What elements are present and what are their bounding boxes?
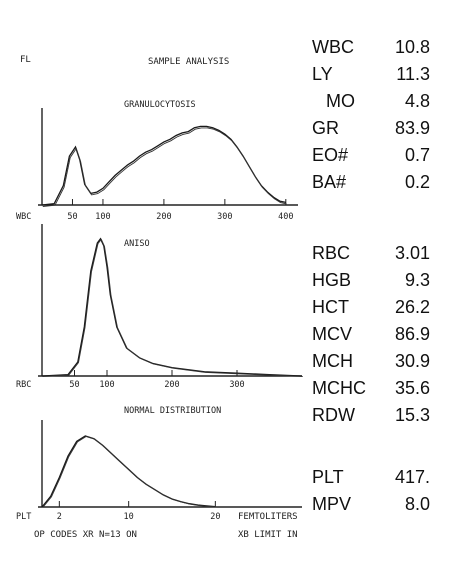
wbc-axis-name: WBC (16, 212, 31, 222)
plt-tick-label: 10 (124, 512, 134, 522)
result-value: 30.9 (394, 351, 430, 371)
result-label: WBC (312, 37, 354, 57)
rbc-annotation: ANISO (124, 239, 150, 249)
rbc-axis-name: RBC (16, 380, 31, 390)
plt-axis-name: PLT (16, 512, 31, 522)
result-row-ba-count: BA# 0.2 (312, 172, 430, 193)
result-value: 9.3 (404, 270, 430, 290)
result-label: EO# (312, 145, 349, 165)
rbc-series-line-shadow (42, 238, 303, 378)
result-row-gr: GR 83.9 (312, 118, 430, 139)
result-row-mo: MO 4.8 (312, 91, 430, 112)
result-label: GR (312, 118, 339, 138)
rbc-tick-label: 200 (164, 380, 179, 390)
result-label: HGB (312, 270, 352, 290)
result-value: 10.8 (394, 37, 430, 57)
result-row-ly: LY 11.3 (312, 64, 430, 85)
result-label: RDW (312, 405, 355, 425)
result-label: PLT (312, 467, 344, 487)
result-row-hct: HCT 26.2 (312, 297, 430, 318)
flag-label: FL (20, 55, 31, 65)
result-value: 86.9 (394, 324, 430, 344)
result-label: MCHC (312, 378, 366, 398)
result-value: 417. (394, 467, 430, 487)
result-row-mcv: MCV 86.9 (312, 324, 430, 345)
result-value: 83.9 (394, 118, 430, 138)
wbc-tick-label: 50 (67, 212, 77, 222)
plt-tick-label: 20 (210, 512, 220, 522)
result-value: 15.3 (394, 405, 430, 425)
result-label: MO (326, 91, 355, 111)
wbc-tick-label: 300 (217, 212, 232, 222)
result-row-hgb: HGB 9.3 (312, 270, 430, 291)
result-row-mch: MCH 30.9 (312, 351, 430, 372)
wbc-annotation: GRANULOCYTOSIS (124, 100, 196, 110)
result-row-mchc: MCHC 35.6 (312, 378, 430, 399)
footer-left: OP CODES XR N=13 ON (34, 530, 137, 540)
result-row-rdw: RDW 15.3 (312, 405, 430, 426)
unit-label: FEMTOLITERS (238, 512, 298, 522)
result-label: MCH (312, 351, 353, 371)
result-label: MCV (312, 324, 352, 344)
result-row-eo-count: EO# 0.7 (312, 145, 430, 166)
plt-annotation: NORMAL DISTRIBUTION (124, 406, 221, 416)
plt-series-line-shadow (42, 436, 217, 508)
result-label: MPV (312, 494, 352, 514)
result-row-plt: PLT 417. (312, 467, 430, 488)
result-value: 35.6 (394, 378, 430, 398)
result-value: 26.2 (394, 297, 430, 317)
printout-title: SAMPLE ANALYSIS (148, 57, 229, 67)
wbc-tick-label: 100 (95, 212, 110, 222)
result-value: 0.7 (404, 145, 430, 165)
rbc-tick-label: 100 (99, 380, 114, 390)
rbc-tick-label: 50 (69, 380, 79, 390)
result-label: RBC (312, 243, 351, 263)
rbc-series-line (41, 237, 303, 377)
rbc-tick-label: 300 (229, 380, 244, 390)
result-value: 0.2 (404, 172, 430, 192)
wbc-tick-label: 200 (156, 212, 171, 222)
result-value: 8.0 (404, 494, 430, 514)
result-row-rbc: RBC 3.01 (312, 243, 430, 264)
result-value: 4.8 (404, 91, 430, 111)
result-value: 11.3 (396, 64, 430, 84)
plt-tick-label: 2 (57, 512, 62, 522)
wbc-series-line-shadow (42, 127, 287, 207)
result-label: BA# (312, 172, 347, 192)
rbc-histogram: ANISO RBC 50 100 200 300 (16, 224, 303, 390)
result-label: HCT (312, 297, 349, 317)
result-row-wbc: WBC 10.8 (312, 37, 430, 58)
wbc-histogram: GRANULOCYTOSIS WBC 50 100 200 300 400 (16, 100, 298, 222)
result-value: 3.01 (394, 243, 430, 263)
plt-histogram: NORMAL DISTRIBUTION PLT 2 10 20 (16, 406, 302, 522)
result-label: LY (312, 64, 333, 84)
wbc-tick-label: 400 (278, 212, 293, 222)
result-row-mpv: MPV 8.0 (312, 494, 430, 515)
footer-right: XB LIMIT IN (238, 530, 298, 540)
